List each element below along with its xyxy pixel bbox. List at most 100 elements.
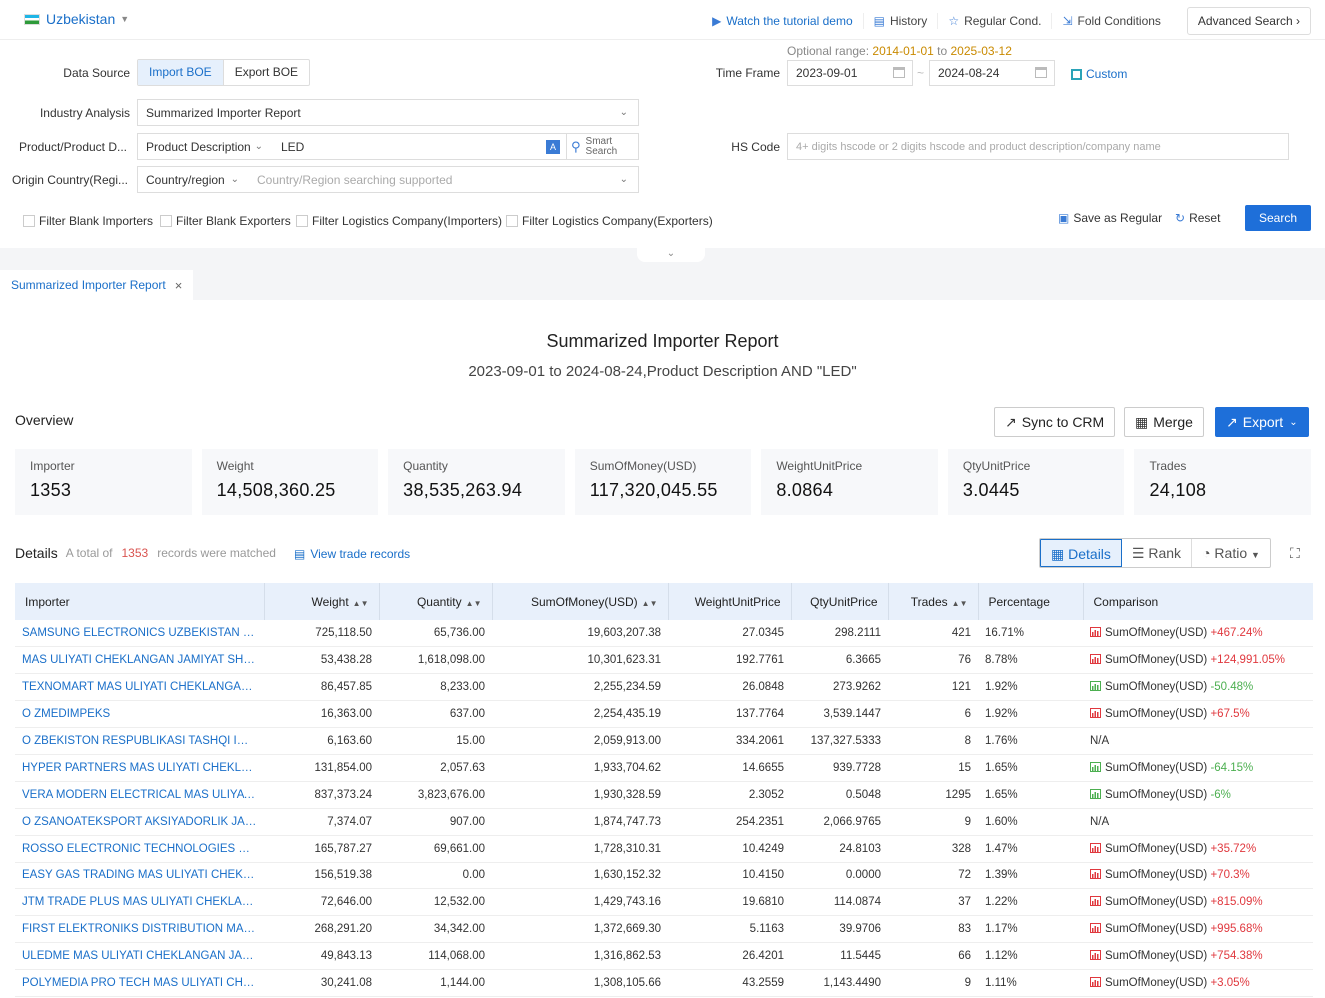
- importer-link[interactable]: HYPER PARTNERS MAS ULIYATI CHEKLANG...: [15, 754, 264, 782]
- comparison-label: SumOfMoney(USD): [1105, 654, 1208, 667]
- col-trades[interactable]: Trades ▲▼: [888, 583, 979, 620]
- hs-code-input[interactable]: 4+ digits hscode or 2 digits hscode and …: [787, 133, 1289, 160]
- qty-unit-price-cell: 39.9706: [791, 915, 888, 944]
- importer-link[interactable]: MAS ULIYATI CHEKLANGAN JAMIYAT SHAK...: [15, 646, 264, 675]
- advanced-search-button[interactable]: Advanced Search ›: [1186, 7, 1311, 35]
- filter-blank-importers[interactable]: Filter Blank Importers: [23, 214, 153, 228]
- stat-value: 3.0445: [962, 480, 1020, 500]
- import-boe-option[interactable]: Import BOE: [138, 60, 224, 85]
- percentage-cell: 16.71%: [978, 620, 1083, 648]
- report-title: Summarized Importer Report: [546, 331, 779, 351]
- importer-link[interactable]: ROSSO ELECTRONIC TECHNOLOGIES MAS U...: [15, 835, 264, 863]
- sync-crm-button[interactable]: ↗ Sync to CRM: [994, 407, 1116, 437]
- date-from-input[interactable]: 2023-09-01: [787, 60, 913, 86]
- importer-link[interactable]: FIRST ELEKTRONIKS DISTRIBUTION MAS UL...: [15, 915, 264, 944]
- checkbox[interactable]: [160, 215, 172, 227]
- fold-conditions-link[interactable]: ⇲ Fold Conditions: [1052, 13, 1170, 29]
- table-row: EASY GAS TRADING MAS ULIYATI CHEKLAN... 1…: [15, 862, 1313, 890]
- importer-link[interactable]: SAMSUNG ELECTRONICS UZBEKISTAN MAS ...: [15, 620, 264, 648]
- product-type-select[interactable]: Product Description ⌄: [137, 133, 274, 160]
- tab-summarized-importer-report[interactable]: Summarized Importer Report ×: [0, 270, 194, 300]
- trades-cell: 66: [888, 942, 978, 971]
- country-selector[interactable]: Uzbekistan ▼: [24, 11, 129, 27]
- history-link[interactable]: ▤ History: [864, 13, 939, 29]
- sort-icon[interactable]: ▲▼: [641, 598, 658, 608]
- weight-cell: 53,438.28: [264, 646, 379, 675]
- checkbox[interactable]: [506, 215, 518, 227]
- export-boe-option[interactable]: Export BOE: [234, 65, 299, 79]
- smart-search-button[interactable]: ⚲ Smart Search: [566, 133, 639, 160]
- qty-unit-price-cell: 0.0000: [791, 862, 888, 890]
- table-row: MAS ULIYATI CHEKLANGAN JAMIYAT SHAK... 53…: [15, 646, 1313, 675]
- importer-table: Importer Weight ▲▼ Quantity ▲▼ SumOfMoney(…: [15, 583, 1313, 997]
- col-quantity[interactable]: Quantity ▲▼: [379, 583, 493, 620]
- importer-link[interactable]: POLYMEDIA PRO TECH MAS ULIYATI CHEKL...: [15, 969, 264, 997]
- table-row: ROSSO ELECTRONIC TECHNOLOGIES MAS U... 16…: [15, 835, 1313, 863]
- trades-cell: 6: [888, 700, 978, 729]
- qty-unit-price-cell: 24.8103: [791, 835, 888, 863]
- origin-input[interactable]: Country/Region searching supported ⌄: [249, 166, 639, 193]
- search-button[interactable]: Search: [1245, 205, 1311, 231]
- sum-cell: 19,603,207.38: [492, 620, 668, 648]
- importer-link[interactable]: EASY GAS TRADING MAS ULIYATI CHEKLAN...: [15, 862, 264, 890]
- export-button[interactable]: ↗ Export ⌄: [1215, 407, 1309, 437]
- date-to-input[interactable]: 2024-08-24: [929, 60, 1055, 86]
- trend-up-icon: [1090, 654, 1101, 665]
- comparison-value: +467.24%: [1210, 627, 1263, 640]
- save-regular-button[interactable]: ▣ Save as Regular: [1058, 211, 1162, 225]
- quantity-cell: 114,068.00: [379, 942, 492, 971]
- checkbox[interactable]: [296, 215, 308, 227]
- top-bar: Uzbekistan ▼ ▶ Watch the tutorial demo ▤…: [0, 0, 1325, 40]
- optional-range-prefix: Optional range:: [787, 44, 870, 58]
- ratio-view-button[interactable]: ◔ Ratio ▼: [1192, 539, 1270, 567]
- merge-button[interactable]: ▦ Merge: [1124, 407, 1204, 437]
- importer-link[interactable]: VERA MODERN ELECTRICAL MAS ULIYATI C...: [15, 781, 264, 809]
- view-mode-toggle: ▦ Details ☰ Rank ◔ Ratio ▼: [1039, 538, 1271, 568]
- comparison-label: SumOfMoney(USD): [1105, 627, 1208, 640]
- weight-unit-price-cell: 254.2351: [668, 808, 791, 836]
- importer-link[interactable]: O ZSANOATEKSPORT AKSIYADORLIK JAMIY...: [15, 808, 264, 836]
- sort-icon[interactable]: ▲▼: [352, 598, 369, 608]
- calendar-icon: [893, 67, 905, 78]
- percentage-cell: 1.65%: [978, 754, 1083, 782]
- fullscreen-icon[interactable]: ⛶: [1290, 545, 1300, 561]
- importer-link[interactable]: ULEDME MAS ULIYATI CHEKLANGAN JAMIY...: [15, 942, 264, 971]
- quantity-cell: 34,342.00: [379, 915, 492, 944]
- product-input[interactable]: LED A: [273, 133, 567, 160]
- filter-logistics-exporters[interactable]: Filter Logistics Company(Exporters): [506, 214, 713, 228]
- importer-link[interactable]: JTM TRADE PLUS MAS ULIYATI CHEKLANGA...: [15, 888, 264, 917]
- sum-cell: 1,429,743.16: [492, 888, 668, 917]
- tutorial-link[interactable]: ▶ Watch the tutorial demo: [702, 13, 864, 29]
- rank-view-button[interactable]: ☰ Rank: [1122, 539, 1193, 567]
- checkbox[interactable]: [23, 215, 35, 227]
- importer-link[interactable]: TEXNOMART MAS ULIYATI CHEKLANGAN JA...: [15, 673, 264, 702]
- importer-link[interactable]: O ZMEDIMPEKS: [15, 700, 264, 729]
- col-weight[interactable]: Weight ▲▼: [264, 583, 380, 620]
- details-header: Details A total of 1353 records were mat…: [15, 545, 276, 561]
- trades-cell: 121: [888, 673, 978, 702]
- col-sum-of-money[interactable]: SumOfMoney(USD) ▲▼: [492, 583, 669, 620]
- details-view-button[interactable]: ▦ Details: [1040, 539, 1122, 567]
- trades-cell: 8: [888, 727, 978, 755]
- filter-blank-exporters[interactable]: Filter Blank Exporters: [160, 214, 291, 228]
- reset-button[interactable]: ↻ Reset: [1175, 211, 1220, 225]
- weight-cell: 268,291.20: [264, 915, 379, 944]
- comparison-label: SumOfMoney(USD): [1105, 869, 1208, 882]
- trend-up-icon: [1090, 842, 1101, 853]
- sort-icon[interactable]: ▲▼: [465, 598, 482, 608]
- view-trade-records-link[interactable]: ▤ View trade records: [294, 547, 410, 561]
- importer-link[interactable]: O ZBEKISTON RESPUBLIKASI TASHQI IQTIS...: [15, 727, 264, 755]
- custom-date-button[interactable]: Custom: [1071, 67, 1127, 81]
- chevron-down-icon: ⌄: [619, 174, 628, 185]
- stat-label: WeightUnitPrice: [776, 459, 863, 473]
- filter-logistics-importers[interactable]: Filter Logistics Company(Importers): [296, 214, 502, 228]
- trades-cell: 9: [888, 808, 978, 836]
- weight-cell: 16,363.00: [264, 700, 379, 729]
- close-icon[interactable]: ×: [174, 277, 183, 293]
- origin-type-select[interactable]: Country/region ⌄: [137, 166, 250, 193]
- translate-icon[interactable]: A: [546, 140, 560, 154]
- industry-select[interactable]: Summarized Importer Report ⌄: [137, 99, 639, 126]
- collapse-toggle[interactable]: ⌄: [637, 248, 705, 262]
- sort-icon[interactable]: ▲▼: [951, 598, 968, 608]
- regular-cond-link[interactable]: ☆ Regular Cond.: [938, 13, 1053, 29]
